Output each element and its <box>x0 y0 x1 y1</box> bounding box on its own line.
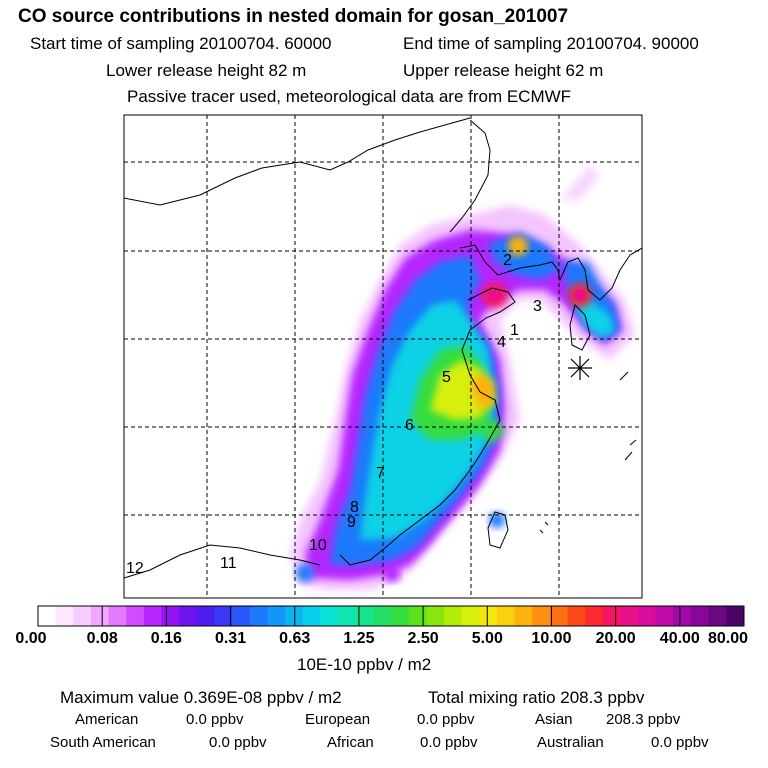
colorbar-swatch <box>391 606 410 626</box>
region-name-african: African <box>327 734 374 751</box>
region-name-asian: Asian <box>535 711 573 728</box>
colorbar-swatch <box>655 606 674 626</box>
region-label: 3 <box>533 298 542 315</box>
concentration-field <box>290 165 635 590</box>
colorbar-tick-label: 1.25 <box>343 630 375 647</box>
colorbar-swatch <box>708 606 727 626</box>
region-value-european: 0.0 ppbv <box>417 711 475 728</box>
map-gridlines <box>124 115 642 598</box>
coastlines <box>124 117 642 579</box>
plot-title: CO source contributions in nested domain… <box>18 6 569 27</box>
region-value-asian: 208.3 ppbv <box>606 711 681 728</box>
lower-release-height: Lower release height 82 m <box>106 61 307 80</box>
colorbar-tick-label: 20.00 <box>595 630 636 647</box>
colorbar-swatch <box>355 606 374 626</box>
region-label: 5 <box>442 369 451 386</box>
colorbar-swatch <box>620 606 639 626</box>
colorbar-swatch <box>638 606 657 626</box>
region-name-australian: Australian <box>537 734 604 751</box>
region-label: 10 <box>309 537 327 554</box>
region-value-australian: 0.0 ppbv <box>651 734 709 751</box>
colorbar-swatch <box>196 606 215 626</box>
colorbar-tick-label: 0.00 <box>15 630 47 647</box>
colorbar-swatch <box>285 606 304 626</box>
colorbar-swatch <box>302 606 321 626</box>
region-label: 7 <box>376 465 385 482</box>
colorbar-swatch <box>249 606 268 626</box>
tracer-note: Passive tracer used, meteorological data… <box>127 87 572 106</box>
colorbar-swatch <box>602 606 621 626</box>
colorbar-swatch <box>426 606 445 626</box>
region-label: 4 <box>497 334 506 351</box>
colorbar-swatch <box>496 606 516 626</box>
colorbar-tick-label: 2.50 <box>407 630 439 647</box>
colorbar-swatch <box>108 606 127 626</box>
upper-release-height: Upper release height 62 m <box>403 61 604 80</box>
map-frame <box>123 114 643 599</box>
colorbar-swatch <box>549 606 568 626</box>
maximum-value: Maximum value 0.369E-08 ppbv / m2 <box>60 688 342 707</box>
region-label: 9 <box>347 514 356 531</box>
region-name-european: European <box>305 711 371 728</box>
colorbar-swatch <box>214 606 233 626</box>
colorbar-swatch <box>320 606 339 626</box>
colorbar-swatch <box>532 606 551 626</box>
region-label: 1 <box>510 322 519 339</box>
region-label: 6 <box>405 417 414 434</box>
region-label: 8 <box>350 499 359 516</box>
total-mixing-ratio: Total mixing ratio 208.3 ppbv <box>428 688 645 707</box>
region-value-american: 0.0 ppbv <box>186 711 244 728</box>
colorbar-swatch <box>90 606 110 626</box>
colorbar-swatch <box>38 606 57 626</box>
colorbar-tick-label: 40.00 <box>659 630 700 647</box>
colorbar-swatch <box>479 606 498 626</box>
colorbar <box>38 606 745 626</box>
region-value-south-american: 0.0 ppbv <box>209 734 267 751</box>
region-label: 12 <box>126 560 144 577</box>
colorbar-swatch <box>161 606 180 626</box>
start-time: Start time of sampling 20100704. 60000 <box>30 34 332 53</box>
colorbar-swatch <box>126 606 145 626</box>
colorbar-tick-label: 0.63 <box>279 630 311 647</box>
colorbar-swatch <box>514 606 533 626</box>
colorbar-tick-label: 0.16 <box>150 630 182 647</box>
colorbar-swatch <box>443 606 463 626</box>
colorbar-swatch <box>338 606 357 626</box>
colorbar-swatch <box>373 606 392 626</box>
colorbar-units: 10E-10 ppbv / m2 <box>297 655 432 674</box>
region-name-american: American <box>75 711 139 728</box>
colorbar-swatch <box>726 606 745 626</box>
colorbar-tick-label: 5.00 <box>471 630 503 647</box>
colorbar-swatch <box>567 606 586 626</box>
colorbar-tick-label: 80.00 <box>707 630 749 647</box>
region-label: 11 <box>220 555 237 572</box>
region-name-south-american: South American <box>50 734 156 751</box>
colorbar-swatch <box>461 606 480 626</box>
receptor-star-icon <box>568 356 592 380</box>
region-value-african: 0.0 ppbv <box>420 734 478 751</box>
colorbar-swatch <box>73 606 92 626</box>
colorbar-swatch <box>691 606 710 626</box>
colorbar-frame <box>37 605 745 627</box>
colorbar-swatch <box>179 606 198 626</box>
colorbar-swatch <box>408 606 427 626</box>
colorbar-tick-label: 0.31 <box>214 630 247 647</box>
colorbar-swatch <box>585 606 604 626</box>
colorbar-swatch <box>143 606 163 626</box>
colorbar-tick-label: 10.00 <box>531 630 572 647</box>
colorbar-swatch <box>673 606 692 626</box>
colorbar-swatch <box>267 606 286 626</box>
region-label: 2 <box>503 252 512 269</box>
colorbar-swatch <box>232 606 251 626</box>
colorbar-tick-label: 0.08 <box>86 630 118 647</box>
region-labels: 1 2 3 4 5 6 7 8 9 10 11 12 <box>126 252 542 577</box>
colorbar-swatch <box>55 606 74 626</box>
end-time: End time of sampling 20100704. 90000 <box>403 34 699 53</box>
